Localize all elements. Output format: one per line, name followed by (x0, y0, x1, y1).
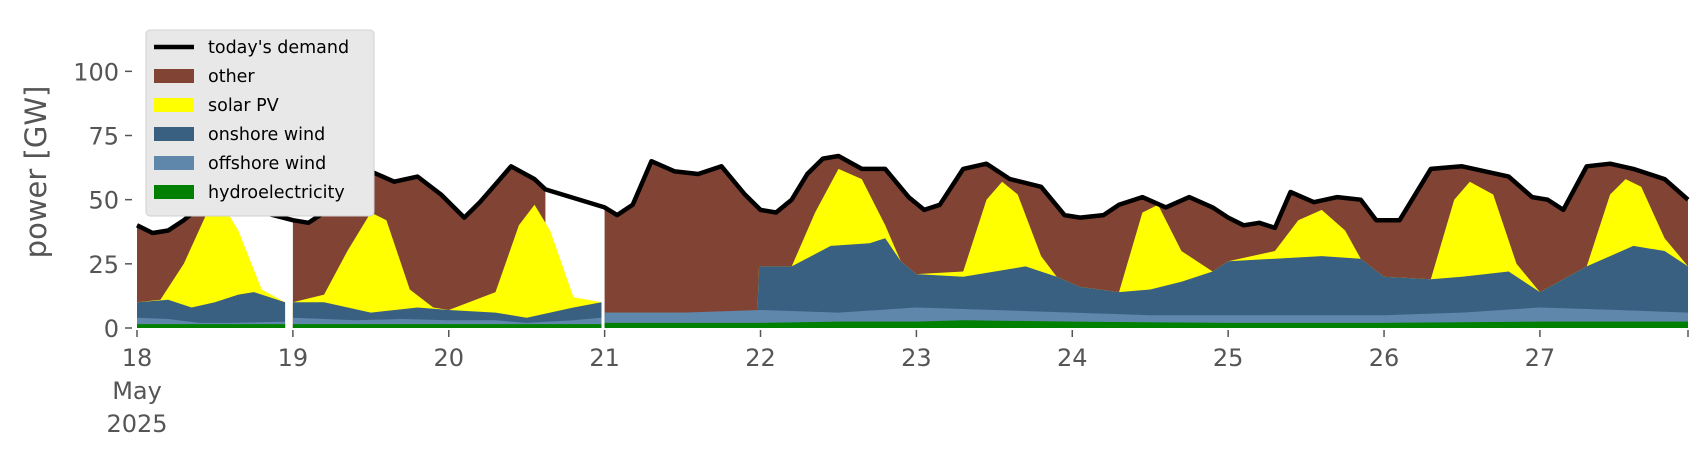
legend-label-today-s-demand: today's demand (208, 38, 349, 58)
area-onshore-wind-0 (137, 292, 286, 328)
area-hydroelectricity-2 (604, 320, 1688, 328)
axes: 0 25 50 75 100 18 May 2025 19 20 21 22 23 24 25 26 27 (73, 58, 1689, 438)
x-tick-label-18-0: 18 (122, 344, 153, 372)
area-hydroelectricity-1 (292, 324, 602, 328)
y-tick-label-100: 100 (73, 58, 119, 86)
legend-label-onshore-wind: onshore wind (208, 125, 325, 145)
legend-swatch-other (154, 69, 194, 83)
legend-swatch-solar-pv (154, 98, 194, 112)
legend-swatch-onshore-wind (154, 127, 194, 141)
x-tick-label-18-1: May (112, 377, 162, 405)
area-hydroelectricity-0 (137, 324, 286, 328)
area-onshore-wind-2 (604, 238, 1688, 328)
legend-label-other: other (208, 67, 255, 87)
demand-line-0 (136, 153, 1690, 236)
legend-label-hydroelectricity: hydroelectricity (208, 183, 345, 203)
y-axis-title: power [GW] (19, 86, 53, 259)
demand-line-group (136, 153, 1690, 236)
legend-box (145, 29, 375, 217)
x-tick-label-25-0: 25 (1213, 344, 1244, 372)
y-tick-label-75: 75 (88, 123, 119, 151)
area-solar-pv-1 (292, 204, 602, 328)
y-tick-label-25: 25 (88, 251, 119, 279)
x-tick-label-27-0: 27 (1525, 344, 1556, 372)
y-tick-label-0: 0 (104, 315, 119, 343)
x-tick-label-23-0: 23 (901, 344, 932, 372)
legend-label-solar-pv: solar PV (208, 96, 279, 116)
legend: today's demand other solar PV onshore wind o… (145, 29, 375, 217)
x-tick-label-22-0: 22 (745, 344, 776, 372)
x-tick-label-26-0: 26 (1369, 344, 1400, 372)
x-tick-label-20-0: 20 (433, 344, 464, 372)
legend-swatch-hydroelectricity (154, 185, 194, 199)
x-tick-label-18-2: 2025 (106, 410, 167, 438)
y-tick-label-50: 50 (88, 187, 119, 215)
legend-label-offshore-wind: offshore wind (208, 154, 326, 174)
x-tick-label-21-0: 21 (589, 344, 620, 372)
x-tick-label-19-0: 19 (278, 344, 309, 372)
x-tick-label-24-0: 24 (1057, 344, 1088, 372)
legend-swatch-offshore-wind (154, 156, 194, 170)
